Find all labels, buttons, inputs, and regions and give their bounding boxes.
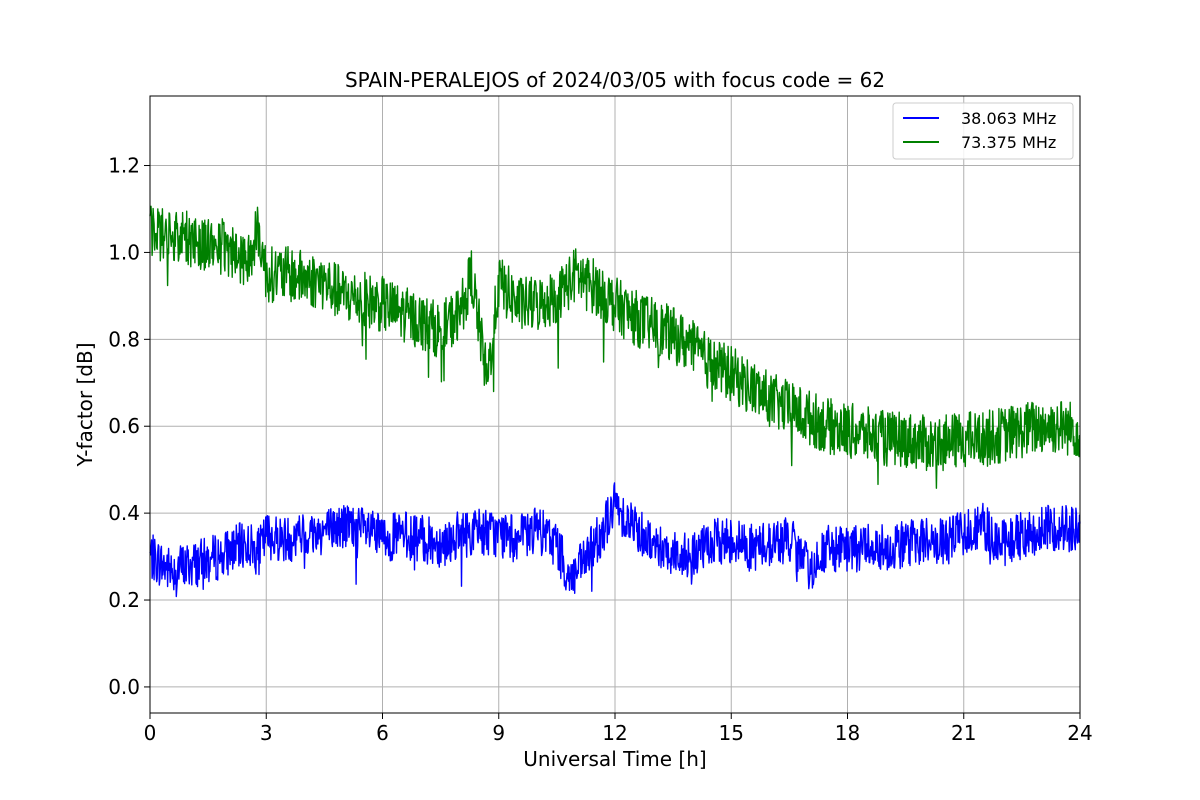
- series-layer: [149, 205, 1081, 598]
- ticks: 0 3 6 9 12 15 18 21 24 0.0 0.2 0.4 0.6 0.8 1.0 1.2: [108, 154, 1093, 745]
- series-line: [149, 482, 1081, 598]
- series-line: [149, 205, 1081, 489]
- y-tick-label: 0.4: [108, 501, 140, 525]
- legend: 38.063 MHz 73.375 MHz: [892, 102, 1074, 160]
- x-tick-label: 18: [835, 721, 860, 745]
- x-tick-label: 15: [719, 721, 744, 745]
- y-tick-label: 0.2: [108, 588, 140, 612]
- chart-title: SPAIN-PERALEJOS of 2024/03/05 with focus…: [345, 68, 885, 92]
- legend-label: 73.375 MHz: [961, 133, 1056, 152]
- x-tick-label: 21: [951, 721, 976, 745]
- x-tick-label: 24: [1067, 721, 1092, 745]
- legend-label: 38.063 MHz: [961, 109, 1056, 128]
- y-tick-label: 0.8: [108, 327, 140, 351]
- y-tick-label: 1.2: [108, 154, 140, 178]
- y-tick-label: 0.6: [108, 414, 140, 438]
- x-tick-label: 9: [492, 721, 505, 745]
- y-axis-label: Y-factor [dB]: [73, 342, 97, 467]
- x-tick-label: 6: [376, 721, 389, 745]
- y-tick-label: 0.0: [108, 675, 140, 699]
- x-tick-label: 0: [144, 721, 157, 745]
- y-tick-label: 1.0: [108, 240, 140, 264]
- x-tick-label: 3: [260, 721, 273, 745]
- x-axis-label: Universal Time [h]: [523, 747, 706, 771]
- x-tick-label: 12: [602, 721, 627, 745]
